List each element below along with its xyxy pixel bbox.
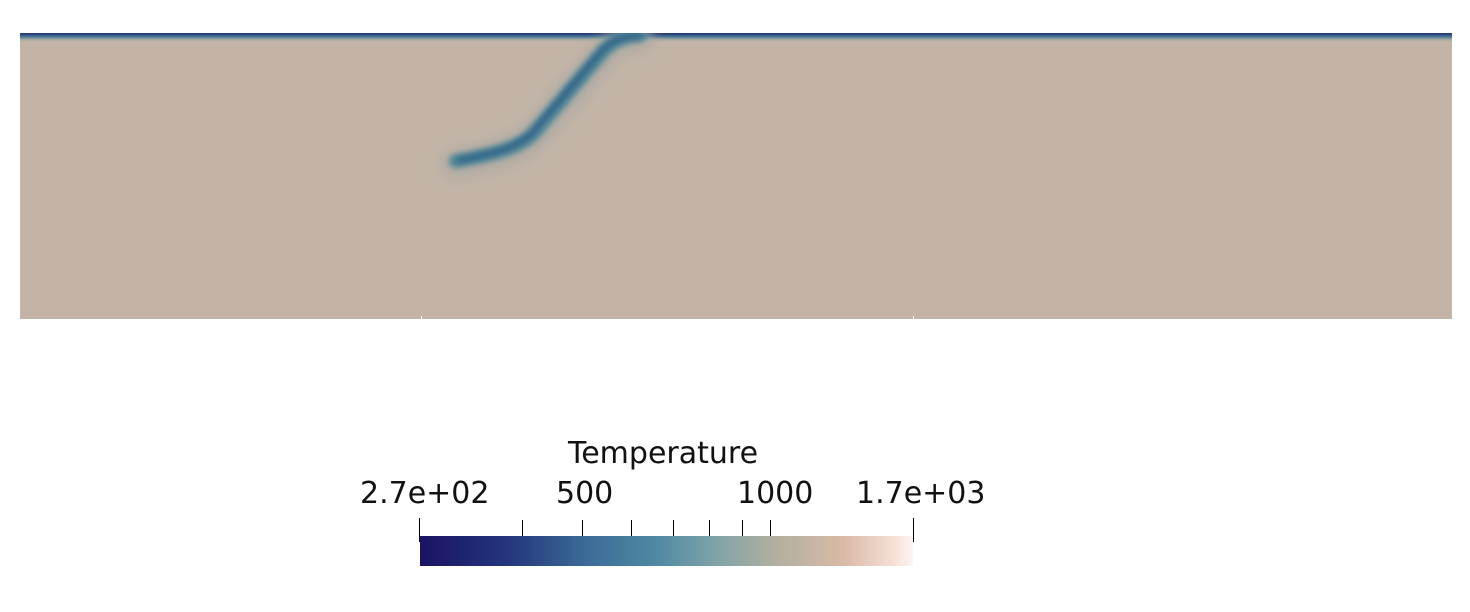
cold-surface-layer (20, 33, 1452, 42)
colorbar-label-1000: 1000 (737, 479, 813, 509)
colorbar-tick (913, 518, 914, 542)
colorbar-label-max: 1.7e+03 (856, 479, 985, 509)
colorbar-label-min: 2.7e+02 (360, 479, 489, 509)
mantle-background (20, 33, 1452, 319)
temperature-field-plot (20, 33, 1452, 319)
temperature-field-view[interactable] (20, 33, 1452, 319)
view-border-notch (421, 316, 422, 319)
temperature-colorbar[interactable] (420, 536, 913, 566)
colorbar-label-500: 500 (556, 479, 613, 509)
view-border-notch (913, 316, 914, 319)
colorbar-title: Temperature (568, 439, 758, 469)
